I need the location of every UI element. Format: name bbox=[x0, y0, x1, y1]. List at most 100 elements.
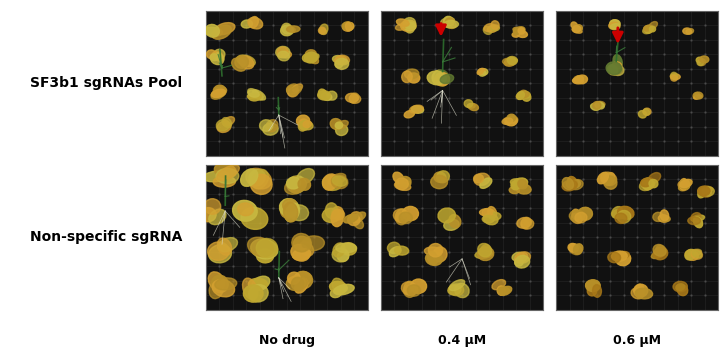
Ellipse shape bbox=[693, 92, 700, 99]
Ellipse shape bbox=[332, 176, 347, 186]
Ellipse shape bbox=[649, 180, 658, 188]
Ellipse shape bbox=[572, 28, 582, 33]
Ellipse shape bbox=[305, 52, 318, 63]
Text: No drug: No drug bbox=[259, 334, 315, 347]
Ellipse shape bbox=[609, 22, 620, 30]
Ellipse shape bbox=[679, 180, 689, 189]
Ellipse shape bbox=[610, 23, 618, 29]
Ellipse shape bbox=[399, 176, 411, 186]
Ellipse shape bbox=[214, 163, 236, 178]
Ellipse shape bbox=[615, 251, 630, 259]
Ellipse shape bbox=[425, 252, 443, 265]
Ellipse shape bbox=[320, 29, 327, 34]
Ellipse shape bbox=[353, 218, 363, 229]
Text: 0.4 μM: 0.4 μM bbox=[438, 334, 486, 347]
Ellipse shape bbox=[510, 179, 524, 187]
Ellipse shape bbox=[334, 56, 347, 64]
Ellipse shape bbox=[213, 176, 235, 187]
Ellipse shape bbox=[478, 247, 494, 260]
Ellipse shape bbox=[515, 252, 528, 263]
Ellipse shape bbox=[516, 93, 527, 99]
Ellipse shape bbox=[292, 248, 311, 260]
Ellipse shape bbox=[484, 214, 498, 225]
Ellipse shape bbox=[428, 244, 443, 257]
Ellipse shape bbox=[331, 175, 348, 189]
Ellipse shape bbox=[435, 70, 449, 86]
Ellipse shape bbox=[201, 208, 216, 222]
Ellipse shape bbox=[688, 217, 700, 225]
Ellipse shape bbox=[232, 200, 257, 221]
Ellipse shape bbox=[703, 187, 711, 194]
Ellipse shape bbox=[492, 280, 505, 290]
Ellipse shape bbox=[593, 102, 605, 108]
Ellipse shape bbox=[251, 239, 278, 259]
Ellipse shape bbox=[512, 252, 524, 261]
Ellipse shape bbox=[562, 180, 578, 191]
Ellipse shape bbox=[504, 60, 515, 66]
Ellipse shape bbox=[677, 285, 688, 296]
Ellipse shape bbox=[702, 186, 713, 191]
Ellipse shape bbox=[332, 278, 345, 294]
Ellipse shape bbox=[214, 87, 227, 94]
Ellipse shape bbox=[608, 252, 621, 263]
Ellipse shape bbox=[214, 49, 225, 59]
Ellipse shape bbox=[695, 92, 703, 99]
Ellipse shape bbox=[505, 116, 517, 126]
Ellipse shape bbox=[352, 212, 365, 223]
Ellipse shape bbox=[513, 178, 528, 189]
Ellipse shape bbox=[332, 206, 344, 220]
Ellipse shape bbox=[574, 76, 583, 83]
Ellipse shape bbox=[248, 90, 259, 97]
Ellipse shape bbox=[251, 169, 269, 189]
Ellipse shape bbox=[562, 177, 573, 190]
Ellipse shape bbox=[394, 182, 411, 190]
Ellipse shape bbox=[208, 272, 225, 290]
Ellipse shape bbox=[282, 51, 292, 58]
Ellipse shape bbox=[249, 16, 258, 28]
Ellipse shape bbox=[645, 26, 652, 33]
Ellipse shape bbox=[573, 78, 583, 84]
Ellipse shape bbox=[318, 27, 326, 34]
Ellipse shape bbox=[335, 58, 349, 69]
Ellipse shape bbox=[512, 33, 519, 37]
Ellipse shape bbox=[343, 25, 352, 31]
Ellipse shape bbox=[660, 210, 669, 221]
Ellipse shape bbox=[479, 209, 495, 216]
Ellipse shape bbox=[292, 277, 303, 290]
Ellipse shape bbox=[291, 244, 310, 261]
Ellipse shape bbox=[487, 25, 497, 33]
Ellipse shape bbox=[235, 56, 248, 68]
Ellipse shape bbox=[686, 29, 694, 34]
Ellipse shape bbox=[427, 251, 438, 265]
Ellipse shape bbox=[332, 248, 349, 262]
Ellipse shape bbox=[576, 76, 583, 82]
Ellipse shape bbox=[212, 275, 228, 293]
Ellipse shape bbox=[396, 178, 409, 190]
Ellipse shape bbox=[482, 216, 495, 223]
Ellipse shape bbox=[393, 209, 409, 223]
Ellipse shape bbox=[282, 199, 297, 211]
Ellipse shape bbox=[404, 69, 419, 79]
Ellipse shape bbox=[248, 237, 274, 257]
Ellipse shape bbox=[346, 93, 358, 103]
Ellipse shape bbox=[287, 27, 295, 33]
Ellipse shape bbox=[569, 244, 582, 255]
Ellipse shape bbox=[700, 187, 712, 197]
Ellipse shape bbox=[480, 178, 492, 188]
Ellipse shape bbox=[515, 27, 525, 34]
Ellipse shape bbox=[280, 201, 296, 218]
Ellipse shape bbox=[484, 24, 495, 32]
Ellipse shape bbox=[478, 68, 485, 75]
Ellipse shape bbox=[617, 206, 634, 219]
Ellipse shape bbox=[598, 172, 609, 184]
Ellipse shape bbox=[573, 27, 582, 31]
Ellipse shape bbox=[515, 258, 523, 266]
Ellipse shape bbox=[248, 278, 268, 290]
Ellipse shape bbox=[298, 122, 306, 131]
Ellipse shape bbox=[241, 208, 268, 229]
Ellipse shape bbox=[643, 26, 653, 34]
Ellipse shape bbox=[521, 219, 529, 229]
Ellipse shape bbox=[643, 109, 650, 116]
Ellipse shape bbox=[518, 92, 529, 98]
Ellipse shape bbox=[323, 174, 338, 190]
